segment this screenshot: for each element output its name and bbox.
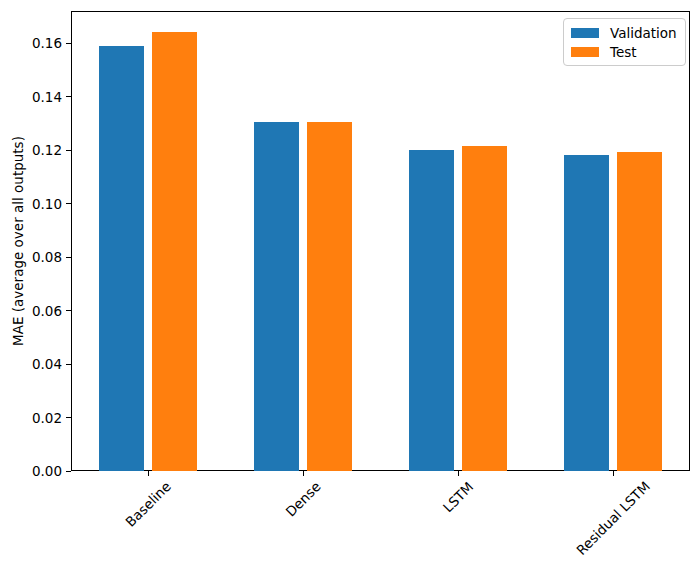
legend-label-validation: Validation bbox=[610, 25, 677, 41]
y-tick-label: 0.04 bbox=[0, 356, 62, 372]
y-tick-label: 0.08 bbox=[0, 249, 62, 265]
legend: Validation Test bbox=[563, 18, 686, 66]
y-tick-mark bbox=[66, 96, 71, 97]
bar-validation-lstm bbox=[409, 150, 454, 471]
bar-validation-residual-lstm bbox=[564, 155, 609, 471]
x-tick-mark bbox=[458, 471, 459, 476]
bar-test-lstm bbox=[462, 146, 507, 471]
y-tick-label: 0.14 bbox=[0, 89, 62, 105]
x-tick-mark bbox=[303, 471, 304, 476]
y-tick-mark bbox=[66, 257, 71, 258]
y-tick-mark bbox=[66, 417, 71, 418]
y-tick-mark bbox=[66, 150, 71, 151]
legend-entry-test: Test bbox=[571, 44, 677, 59]
y-tick-label: 0.12 bbox=[0, 142, 62, 158]
y-tick-label: 0.10 bbox=[0, 196, 62, 212]
bar-test-dense bbox=[307, 122, 352, 471]
x-tick-label-lstm: LSTM bbox=[440, 478, 477, 515]
y-tick-label: 0.16 bbox=[0, 35, 62, 51]
validation-series-swatch bbox=[571, 28, 599, 38]
bar-validation-baseline bbox=[99, 46, 144, 471]
bar-test-residual-lstm bbox=[617, 152, 662, 471]
bar-test-baseline bbox=[152, 32, 197, 471]
y-tick-label: 0.00 bbox=[0, 463, 62, 479]
legend-entry-validation: Validation bbox=[571, 25, 677, 40]
test-series-swatch bbox=[571, 47, 599, 57]
y-tick-mark bbox=[66, 203, 71, 204]
x-tick-label-residual-lstm: Residual LSTM bbox=[573, 478, 653, 558]
figure: MAE (average over all outputs) 0.000.020… bbox=[0, 0, 700, 572]
legend-label-test: Test bbox=[610, 44, 637, 60]
y-tick-mark bbox=[66, 471, 71, 472]
y-tick-mark bbox=[66, 43, 71, 44]
x-tick-label-dense: Dense bbox=[282, 478, 323, 519]
y-tick-mark bbox=[66, 364, 71, 365]
x-tick-mark bbox=[148, 471, 149, 476]
y-tick-mark bbox=[66, 310, 71, 311]
x-tick-mark bbox=[613, 471, 614, 476]
y-tick-label: 0.06 bbox=[0, 303, 62, 319]
y-tick-label: 0.02 bbox=[0, 410, 62, 426]
x-tick-label-baseline: Baseline bbox=[122, 478, 174, 530]
bar-validation-dense bbox=[254, 122, 299, 471]
